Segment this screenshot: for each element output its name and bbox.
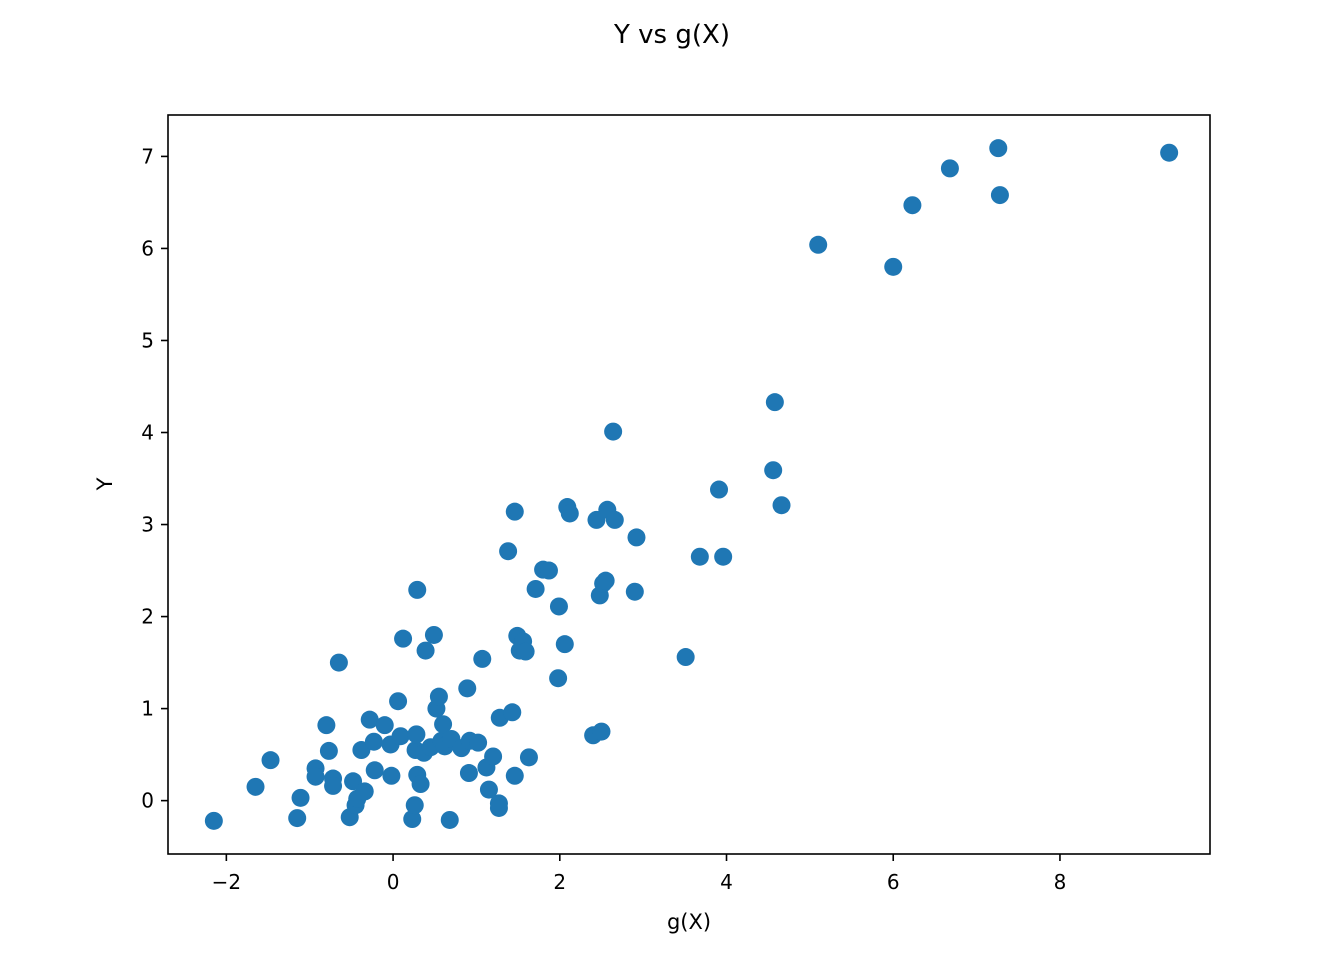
data-point [261, 751, 280, 770]
x-tick-label: 6 [887, 870, 900, 894]
data-point [690, 547, 709, 566]
data-point [627, 528, 646, 547]
data-point [408, 580, 427, 599]
data-point [355, 782, 374, 801]
data-point [505, 766, 524, 785]
x-axis: −2 0 2 4 6 8 [212, 854, 1067, 894]
x-tick-label: 2 [553, 870, 566, 894]
data-point [549, 669, 568, 688]
y-tick-label: 0 [141, 789, 154, 813]
data-point [484, 747, 503, 766]
data-point [424, 625, 443, 644]
data-point [411, 775, 430, 794]
data-point [903, 196, 922, 215]
data-point [503, 703, 522, 722]
data-point [516, 642, 535, 661]
y-tick-label: 3 [141, 513, 154, 537]
y-tick-label: 2 [141, 605, 154, 629]
data-point [764, 461, 783, 480]
data-point [714, 547, 733, 566]
y-tick-label: 5 [141, 328, 154, 352]
data-point [519, 748, 538, 767]
data-point [765, 393, 784, 412]
data-point [375, 716, 394, 735]
data-point [364, 732, 383, 751]
plot-area [167, 114, 1211, 855]
data-point [394, 629, 413, 648]
y-tick-label: 4 [141, 421, 154, 445]
x-axis-label: g(X) [667, 910, 711, 934]
data-points [204, 139, 1179, 830]
data-point [403, 810, 422, 829]
data-point [246, 777, 265, 796]
data-point [458, 679, 477, 698]
data-point [440, 810, 459, 829]
data-point [710, 480, 729, 499]
data-point [884, 257, 903, 276]
data-point [288, 809, 307, 828]
x-tick-label: 0 [387, 870, 400, 894]
data-point [989, 139, 1008, 158]
y-axis: 0 1 2 3 4 5 6 7 [141, 144, 168, 813]
y-tick-label: 1 [141, 697, 154, 721]
data-point [539, 561, 558, 580]
data-point [319, 741, 338, 760]
data-point [625, 582, 644, 601]
x-tick-label: 8 [1054, 870, 1067, 894]
data-point [360, 710, 379, 729]
data-point [324, 776, 343, 795]
data-point [526, 579, 545, 598]
data-point [549, 597, 568, 616]
data-point [499, 542, 518, 561]
x-tick-label: −2 [212, 870, 241, 894]
y-tick-label: 7 [141, 144, 154, 168]
data-point [344, 772, 363, 791]
data-point [389, 692, 408, 711]
data-point [429, 687, 448, 706]
data-point [604, 422, 623, 441]
data-point [434, 715, 453, 734]
data-point [592, 722, 611, 741]
data-point [1160, 143, 1179, 162]
data-point [596, 571, 615, 590]
data-point [772, 496, 791, 515]
data-point [407, 725, 426, 744]
data-point [676, 648, 695, 667]
data-point [459, 764, 478, 783]
data-point [365, 761, 384, 780]
data-point [479, 780, 498, 799]
data-point [940, 159, 959, 178]
data-point [306, 767, 325, 786]
data-point [469, 733, 488, 752]
y-tick-label: 6 [141, 236, 154, 260]
y-axis-label: Y [93, 477, 117, 491]
x-tick-label: 4 [720, 870, 733, 894]
data-point [990, 186, 1009, 205]
data-point [204, 811, 223, 830]
chart-title: Y vs g(X) [613, 20, 730, 50]
data-point [505, 502, 524, 521]
data-point [329, 653, 348, 672]
data-point [560, 504, 579, 523]
data-point [382, 766, 401, 785]
data-point [605, 510, 624, 529]
data-point [391, 727, 410, 746]
data-point [405, 796, 424, 815]
data-point [291, 788, 310, 807]
data-point [809, 235, 828, 254]
data-point [555, 635, 574, 654]
data-point [416, 641, 435, 660]
data-point [489, 798, 508, 817]
data-point [317, 716, 336, 735]
data-point [473, 649, 492, 668]
